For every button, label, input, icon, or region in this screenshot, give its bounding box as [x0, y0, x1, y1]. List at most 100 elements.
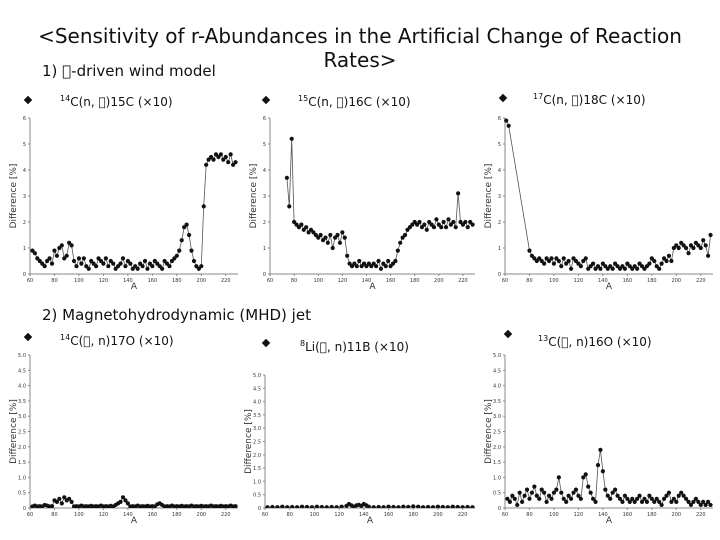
- x-tick-label: 60: [27, 512, 33, 518]
- data-point: [666, 253, 672, 258]
- x-tick-label: 160: [623, 512, 633, 518]
- plot-label-prefix: 14: [60, 94, 71, 103]
- x-tick-label: 180: [410, 278, 420, 284]
- data-point: [598, 447, 603, 452]
- data-point: [456, 191, 461, 196]
- data-point: [556, 258, 561, 264]
- y-axis-label: Difference [%]: [249, 164, 259, 229]
- data-point: [666, 490, 672, 495]
- y-tick-label: 0: [23, 272, 26, 278]
- y-tick-label: 0: [23, 506, 26, 512]
- data-point: [140, 264, 145, 269]
- data-point: [520, 499, 525, 504]
- data-point: [622, 266, 628, 271]
- data-point: [49, 504, 55, 508]
- data-point: [177, 248, 182, 253]
- data-point: [81, 256, 86, 261]
- x-tick-label: 220: [696, 512, 706, 518]
- plot-label-prefix: 13: [538, 334, 549, 343]
- data-point: [681, 493, 686, 498]
- data-point: [106, 264, 111, 269]
- y-tick-label: 2.5: [253, 440, 261, 446]
- x-tick-label: 200: [672, 278, 682, 284]
- data-point: [289, 136, 294, 141]
- data-point: [435, 504, 441, 508]
- y-tick-label: 4.5: [253, 386, 261, 392]
- y-tick-label: 0.5: [18, 491, 26, 497]
- plot-label: 14C(n,  )15C (×10): [60, 94, 173, 109]
- data-point: [69, 499, 74, 504]
- data-point: [439, 225, 444, 230]
- y-tick-label: 4: [263, 168, 266, 174]
- data-point: [120, 495, 126, 500]
- x-tick-label: 120: [574, 512, 584, 518]
- data-point: [510, 493, 515, 498]
- plot-label-main: C(n,  ): [70, 95, 111, 109]
- data-point: [664, 493, 669, 498]
- data-point: [603, 487, 608, 492]
- y-tick-label: 2.0: [493, 445, 501, 451]
- data-point: [71, 258, 77, 264]
- plot-label-tail: 16O (×10): [588, 335, 652, 349]
- data-point: [453, 225, 458, 230]
- data-point: [505, 496, 510, 501]
- x-axis-label: A: [606, 282, 613, 292]
- data-point: [191, 258, 197, 264]
- data-point: [118, 499, 123, 504]
- data-point: [590, 261, 596, 266]
- data-point: [610, 490, 615, 495]
- data-point: [581, 475, 586, 480]
- y-tick-label: 5: [23, 142, 26, 148]
- x-tick-label: 100: [549, 512, 559, 518]
- data-point: [328, 232, 333, 238]
- plot-label-main: C( , n): [70, 334, 111, 348]
- plot-label: 8Li( , n)11B (×10): [300, 339, 409, 354]
- data-point: [571, 490, 576, 495]
- y-tick-label: 0: [498, 272, 501, 278]
- data-point: [189, 248, 194, 253]
- data-point: [465, 504, 470, 508]
- data-point: [398, 240, 403, 245]
- data-point: [527, 248, 532, 253]
- y-tick-label: 6: [498, 116, 501, 122]
- x-tick-label: 160: [384, 512, 394, 518]
- data-point: [396, 505, 401, 508]
- plot-label-prefix: 8: [300, 339, 306, 348]
- plot-label: 15C(n,  )16C (×10): [298, 94, 411, 109]
- plot-label-tail: 11B (×10): [346, 340, 409, 354]
- data-point: [524, 487, 530, 492]
- plot-label-main: C(n,  ): [308, 95, 349, 109]
- data-point: [534, 493, 539, 498]
- data-point: [211, 157, 216, 162]
- data-point: [340, 230, 345, 235]
- data-point: [424, 227, 429, 232]
- data-point: [566, 258, 571, 264]
- y-tick-label: 6: [23, 116, 26, 122]
- data-point: [120, 256, 126, 261]
- data-point: [383, 264, 388, 269]
- x-tick-label: 140: [123, 512, 133, 518]
- data-point: [450, 504, 455, 508]
- y-tick-label: 0.5: [493, 491, 501, 497]
- data-point: [386, 258, 391, 264]
- x-tick-label: 80: [526, 278, 532, 284]
- y-axis-label: Difference [%]: [484, 164, 494, 229]
- x-tick-label: 200: [434, 278, 444, 284]
- data-point: [386, 504, 391, 508]
- data-point: [593, 499, 598, 504]
- data-point: [463, 219, 468, 225]
- data-point: [635, 266, 640, 271]
- data-point: [179, 238, 184, 243]
- x-tick-label: 200: [197, 278, 207, 284]
- y-tick-label: 5: [263, 142, 266, 148]
- x-tick-label: 160: [148, 278, 158, 284]
- data-point: [323, 235, 328, 240]
- y-tick-label: 3: [263, 194, 266, 200]
- data-point: [32, 251, 37, 256]
- data-point: [622, 493, 628, 498]
- data-point: [615, 493, 620, 498]
- x-tick-label: 140: [123, 278, 133, 284]
- data-point: [507, 499, 512, 504]
- data-point: [417, 219, 422, 225]
